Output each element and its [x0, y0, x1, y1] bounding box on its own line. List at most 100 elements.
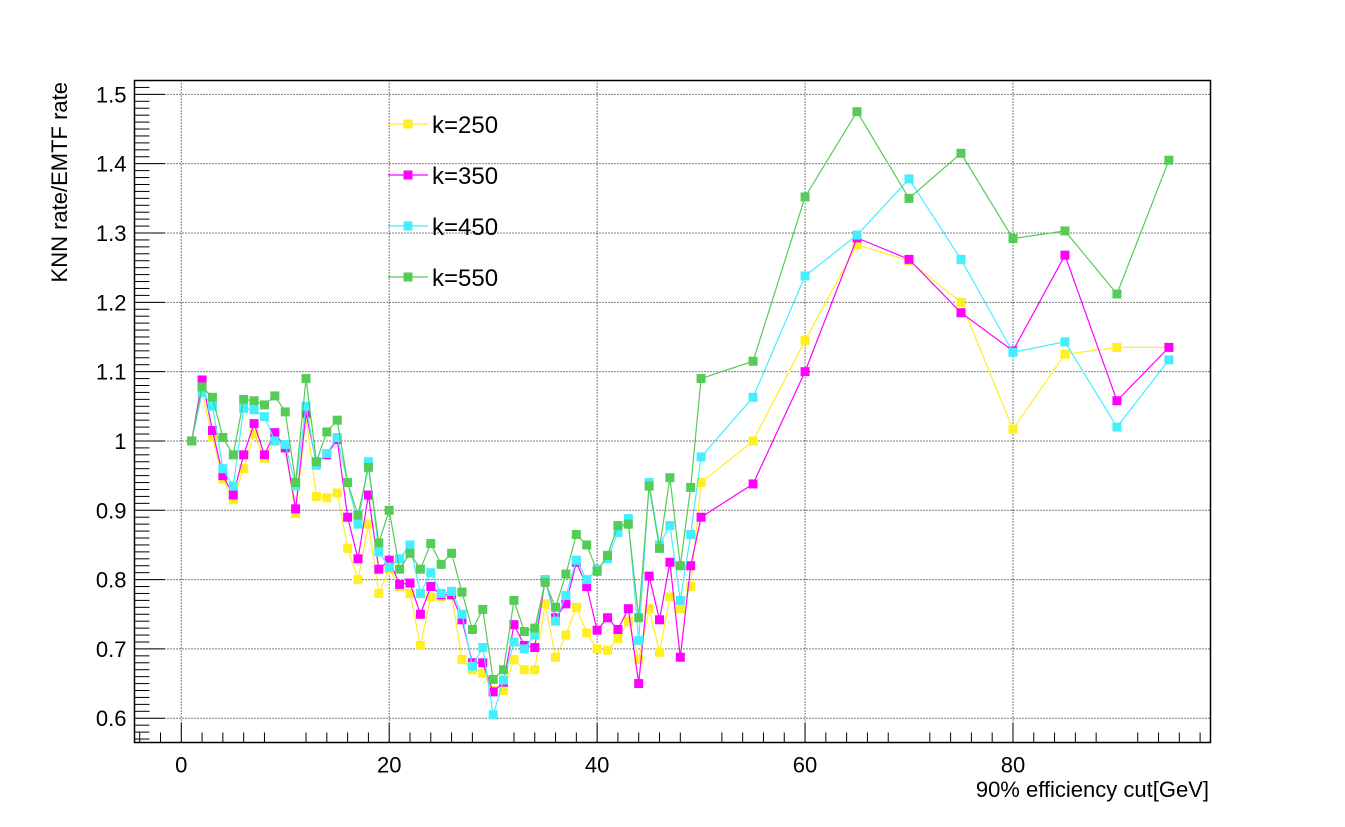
- data-point: [291, 478, 301, 488]
- data-point: [405, 548, 415, 558]
- data-point: [343, 543, 353, 553]
- data-point: [675, 595, 685, 605]
- data-point: [363, 462, 373, 472]
- data-point: [551, 602, 561, 612]
- data-point: [613, 625, 623, 635]
- data-point: [447, 548, 457, 558]
- data-point: [582, 540, 592, 550]
- legend-item: k=250: [388, 112, 498, 139]
- series-k=350: [187, 233, 1174, 697]
- data-point: [655, 647, 665, 657]
- data-point: [415, 588, 425, 598]
- data-point: [353, 575, 363, 585]
- data-point: [280, 439, 290, 449]
- data-point: [343, 478, 353, 488]
- data-point: [800, 335, 810, 345]
- legend-label: k=550: [432, 265, 498, 292]
- data-point: [436, 559, 446, 569]
- data-point: [311, 491, 321, 501]
- data-point: [748, 436, 758, 446]
- data-point: [603, 550, 613, 560]
- data-point: [852, 107, 862, 117]
- data-point: [384, 555, 394, 565]
- data-point: [197, 387, 207, 397]
- data-point: [353, 519, 363, 529]
- data-point: [249, 405, 259, 415]
- data-point: [249, 396, 259, 406]
- data-point: [467, 625, 477, 635]
- data-point: [530, 623, 540, 633]
- data-point: [956, 308, 966, 318]
- data-point: [499, 665, 509, 675]
- data-point: [686, 530, 696, 540]
- series-k=550: [187, 107, 1174, 684]
- y-tick-label: 0.7: [96, 637, 127, 662]
- data-point: [592, 644, 602, 654]
- data-point: [956, 148, 966, 158]
- data-point: [696, 512, 706, 522]
- data-point: [592, 625, 602, 635]
- data-point: [478, 604, 488, 614]
- data-point: [603, 613, 613, 623]
- y-tick-label: 0.8: [96, 568, 127, 593]
- data-point: [291, 509, 301, 519]
- data-point: [353, 510, 363, 520]
- data-point: [1112, 342, 1122, 352]
- data-point: [1008, 347, 1018, 357]
- data-point: [187, 436, 197, 446]
- y-tick-label: 1: [114, 429, 126, 454]
- data-point: [561, 599, 571, 609]
- data-point: [270, 428, 280, 438]
- data-point: [613, 521, 623, 531]
- data-point: [623, 604, 633, 614]
- data-point: [1008, 424, 1018, 434]
- data-point: [343, 512, 353, 522]
- data-point: [623, 514, 633, 524]
- data-point: [457, 615, 467, 625]
- data-point: [1008, 234, 1018, 244]
- data-point: [634, 679, 644, 689]
- data-point: [686, 582, 696, 592]
- data-point: [571, 555, 581, 565]
- data-point: [467, 661, 477, 671]
- data-point: [519, 627, 529, 637]
- data-point: [239, 464, 249, 474]
- data-point: [571, 602, 581, 612]
- data-point: [363, 519, 373, 529]
- data-point: [1164, 342, 1174, 352]
- x-axis: 0 20 40 60 80: [139, 722, 1201, 778]
- data-point: [665, 557, 675, 567]
- data-point: [436, 588, 446, 598]
- data-point: [665, 592, 675, 602]
- data-point: [405, 540, 415, 550]
- data-point: [457, 587, 467, 597]
- data-point: [478, 668, 488, 678]
- data-point: [249, 429, 259, 439]
- data-point: [395, 554, 405, 564]
- legend-marker: [403, 119, 413, 129]
- legend-label: k=350: [432, 163, 498, 190]
- plot-frame: [133, 79, 1212, 744]
- x-axis-title: 90% efficiency cut[GeV]: [976, 777, 1209, 802]
- data-point: [218, 471, 228, 481]
- data-point: [623, 519, 633, 529]
- data-point: [665, 521, 675, 531]
- data-point: [686, 561, 696, 571]
- data-point: [686, 482, 696, 492]
- data-point: [301, 408, 311, 418]
- data-point: [1164, 355, 1174, 365]
- legend-label: k=250: [432, 112, 498, 139]
- data-point: [280, 407, 290, 417]
- y-tick-label: 1.4: [96, 152, 127, 177]
- series-layer: [187, 107, 1174, 720]
- grid-lines: [134, 80, 1211, 743]
- legend-marker: [403, 221, 413, 231]
- data-point: [582, 628, 592, 638]
- data-point: [571, 530, 581, 540]
- data-point: [1060, 250, 1070, 260]
- data-point: [218, 432, 228, 442]
- data-point: [623, 616, 633, 626]
- data-point: [332, 432, 342, 442]
